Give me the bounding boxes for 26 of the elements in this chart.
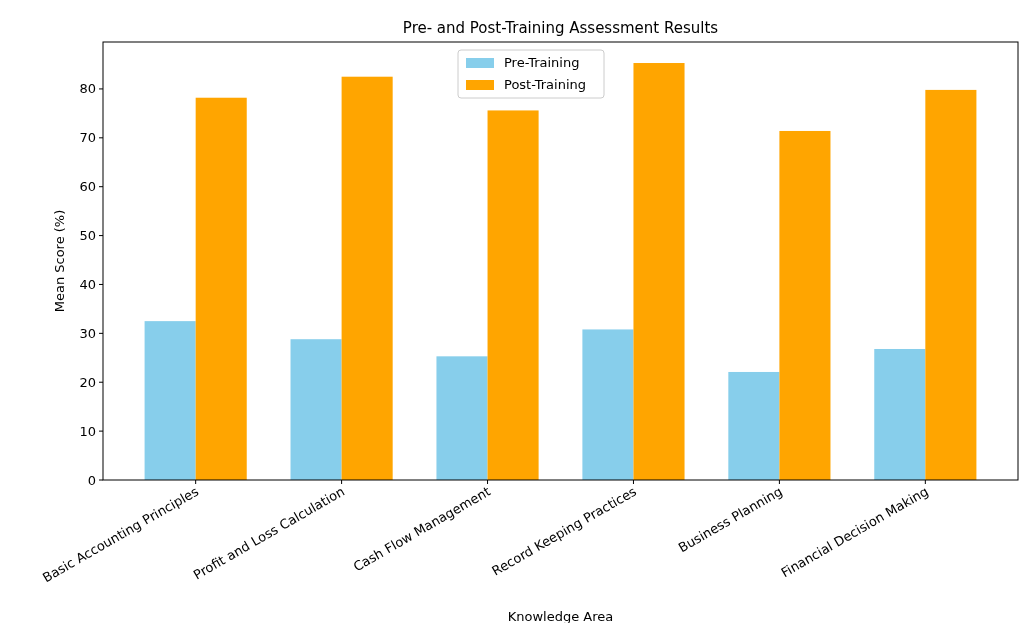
bar xyxy=(633,63,685,480)
y-tick-label: 10 xyxy=(79,423,96,439)
bar xyxy=(487,110,539,480)
bar xyxy=(874,348,926,480)
bar xyxy=(290,339,342,480)
bar xyxy=(582,329,634,480)
y-tick-label: 70 xyxy=(79,130,96,146)
y-tick-label: 60 xyxy=(79,179,96,195)
y-tick-label: 20 xyxy=(79,374,96,390)
bar xyxy=(341,76,393,480)
legend-label: Pre-Training xyxy=(504,55,580,70)
bar xyxy=(195,97,247,480)
y-axis-title: Mean Score (%) xyxy=(52,209,67,313)
y-tick-label: 40 xyxy=(79,277,96,293)
x-axis-title: Knowledge Area xyxy=(507,609,614,623)
bar xyxy=(728,371,780,480)
bar xyxy=(925,89,977,480)
legend-label: Post-Training xyxy=(504,77,586,92)
bar xyxy=(144,321,196,480)
bar xyxy=(779,130,831,480)
chart-title: Pre- and Post-Training Assessment Results xyxy=(402,19,719,37)
y-tick-label: 50 xyxy=(79,228,96,244)
y-tick-label: 0 xyxy=(87,472,96,488)
y-tick-label: 80 xyxy=(79,81,96,97)
y-tick-label: 30 xyxy=(79,325,96,341)
bar xyxy=(436,356,488,480)
